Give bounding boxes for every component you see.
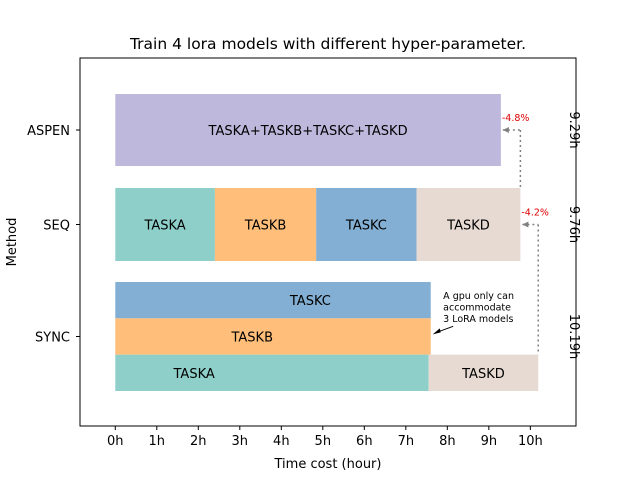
total-time-label: 9.29h (566, 111, 581, 148)
x-tick-label: 6h (356, 434, 373, 449)
segment-label: TASKA (143, 219, 185, 234)
bar-segment (316, 188, 417, 261)
x-tick-label: 10h (518, 434, 543, 449)
x-tick-label: 1h (149, 434, 166, 449)
segment-label: TASKB (244, 219, 287, 234)
bar-segment (115, 94, 501, 166)
bar-segment (428, 354, 539, 391)
segment-label: TASKA (173, 367, 215, 382)
y-tick-label: SEQ (43, 219, 70, 234)
arrow-head-icon (432, 328, 441, 335)
bar-segment (115, 318, 431, 355)
percent-annotation: -4.8% (502, 113, 530, 124)
segment-label: TASKC (345, 219, 387, 234)
bar-segment (115, 188, 215, 261)
x-tick-label: 3h (232, 434, 249, 449)
segment-label: TASKA+TASKB+TASKC+TASKD (208, 124, 408, 139)
total-time-label: 10.19h (566, 314, 581, 359)
percent-annotation: -4.2% (521, 208, 549, 219)
segment-label: TASKB (230, 331, 273, 346)
chart-title: Train 4 lora models with different hyper… (129, 35, 526, 53)
arrow-head-icon (522, 221, 529, 228)
total-time-label: 9.76h (566, 206, 581, 243)
x-tick-label: 4h (273, 434, 290, 449)
y-axis-label: Method (5, 218, 20, 267)
plot-area: TASKA+TASKB+TASKC+TASKD 9.29h TASKA TASKB TA… (115, 94, 581, 391)
bar-segment (214, 188, 317, 261)
segment-label: TASKD (461, 367, 505, 382)
bar-segment (416, 188, 521, 261)
segment-label: TASKC (289, 294, 331, 309)
x-axis: 0h 1h 2h 3h 4h 5h 6h 7h 8h 9h 10h (107, 426, 543, 449)
y-axis: ASPEN SEQ SYNC (27, 124, 80, 346)
x-tick-label: 0h (107, 434, 124, 449)
x-tick-label: 9h (481, 434, 498, 449)
x-tick-label: 5h (315, 434, 332, 449)
x-tick-label: 8h (439, 434, 456, 449)
x-tick-label: 7h (398, 434, 415, 449)
bar-segment (115, 282, 431, 319)
axes-frame (79, 57, 577, 427)
note-annotation: A gpu only can accommodate 3 LoRA models (443, 291, 514, 325)
x-axis-label: Time cost (hour) (274, 457, 382, 472)
x-tick-label: 2h (190, 434, 207, 449)
y-tick-label: ASPEN (27, 124, 70, 139)
bar-segment (115, 354, 429, 391)
segment-label: TASKD (446, 219, 490, 234)
arrow-head-icon (502, 127, 509, 133)
y-tick-label: SYNC (35, 331, 70, 346)
